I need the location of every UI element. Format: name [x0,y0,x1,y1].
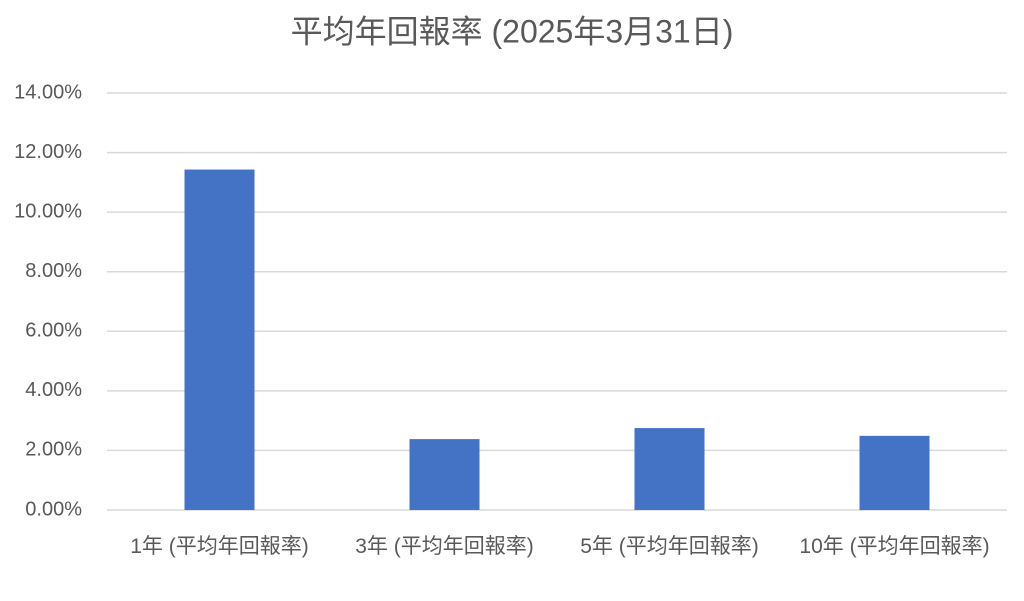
y-tick-label: 14.00% [14,81,82,103]
bar [859,435,930,510]
bar [409,439,480,510]
chart-title: 平均年回報率 (2025年3月31日) [291,13,734,49]
y-tick-label: 6.00% [25,320,82,342]
bar [634,428,705,510]
y-tick-label: 0.00% [25,498,82,520]
y-tick-label: 10.00% [14,200,82,222]
x-tick-label: 1年 (平均年回報率) [130,535,309,558]
x-tick-label: 5年 (平均年回報率) [580,535,759,558]
y-tick-label: 4.00% [25,379,82,401]
y-tick-label: 2.00% [25,439,82,461]
bar [184,169,255,510]
y-tick-label: 8.00% [25,260,82,282]
x-tick-label: 3年 (平均年回報率) [355,535,534,558]
y-tick-label: 12.00% [14,141,82,163]
x-tick-label: 10年 (平均年回報率) [799,535,990,558]
